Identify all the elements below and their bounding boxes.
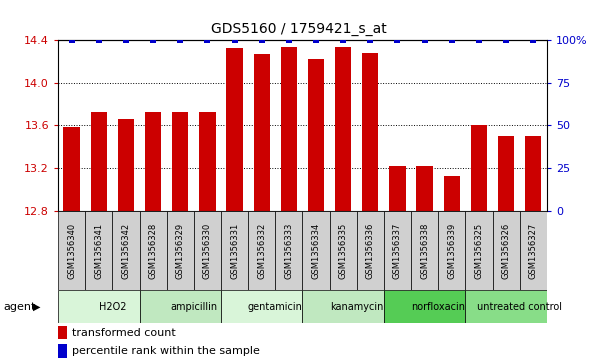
Text: ampicillin: ampicillin	[170, 302, 218, 312]
Text: GSM1356341: GSM1356341	[94, 223, 103, 278]
Bar	[221, 290, 302, 323]
Bar	[466, 290, 547, 323]
Bar	[139, 290, 221, 323]
Bar	[280, 48, 297, 211]
Text: GSM1356337: GSM1356337	[393, 222, 402, 279]
Bar	[438, 211, 466, 290]
Bar	[254, 54, 270, 211]
Text: transformed count: transformed count	[71, 327, 175, 338]
Bar	[525, 136, 541, 211]
Text: percentile rank within the sample: percentile rank within the sample	[71, 346, 260, 356]
Bar	[466, 211, 492, 290]
Bar	[112, 211, 139, 290]
Text: GSM1356338: GSM1356338	[420, 222, 429, 279]
Bar	[335, 48, 351, 211]
Text: GSM1356329: GSM1356329	[176, 223, 185, 278]
Bar	[199, 113, 216, 211]
Bar	[90, 113, 107, 211]
Bar	[85, 211, 112, 290]
Text: GSM1356328: GSM1356328	[148, 223, 158, 278]
Text: GDS5160 / 1759421_s_at: GDS5160 / 1759421_s_at	[211, 22, 387, 36]
Bar	[417, 166, 433, 211]
Bar	[145, 113, 161, 211]
Bar	[118, 119, 134, 211]
Text: ▶: ▶	[33, 302, 40, 312]
Bar	[248, 211, 276, 290]
Text: GSM1356342: GSM1356342	[122, 223, 130, 278]
Bar	[276, 211, 302, 290]
Bar	[302, 290, 384, 323]
Bar	[308, 59, 324, 211]
Text: untreated control: untreated control	[477, 302, 562, 312]
Bar	[58, 290, 139, 323]
Text: GSM1356333: GSM1356333	[284, 222, 293, 279]
Text: GSM1356327: GSM1356327	[529, 223, 538, 278]
Bar	[362, 53, 378, 211]
Bar	[444, 176, 460, 211]
Text: GSM1356340: GSM1356340	[67, 223, 76, 278]
Bar	[64, 127, 80, 211]
Text: H2O2: H2O2	[98, 302, 126, 312]
Bar	[384, 211, 411, 290]
Bar	[389, 166, 406, 211]
Bar	[471, 125, 487, 211]
Text: GSM1356330: GSM1356330	[203, 223, 212, 278]
Text: norfloxacin: norfloxacin	[411, 302, 465, 312]
Bar	[139, 211, 167, 290]
Text: GSM1356334: GSM1356334	[312, 223, 321, 278]
Bar	[329, 211, 357, 290]
Bar	[498, 136, 514, 211]
Bar	[58, 211, 85, 290]
Text: GSM1356339: GSM1356339	[447, 223, 456, 278]
Bar	[357, 211, 384, 290]
Bar	[520, 211, 547, 290]
Bar	[58, 344, 67, 358]
Text: GSM1356332: GSM1356332	[257, 223, 266, 278]
Text: gentamicin: gentamicin	[248, 302, 302, 312]
Text: kanamycin: kanamycin	[330, 302, 384, 312]
Text: GSM1356326: GSM1356326	[502, 223, 511, 278]
Text: GSM1356325: GSM1356325	[475, 223, 483, 278]
Bar	[194, 211, 221, 290]
Bar	[227, 49, 243, 211]
Text: GSM1356335: GSM1356335	[338, 223, 348, 278]
Bar	[411, 211, 438, 290]
Bar	[172, 113, 188, 211]
Bar	[221, 211, 248, 290]
Bar	[492, 211, 520, 290]
Text: GSM1356336: GSM1356336	[366, 222, 375, 279]
Bar	[302, 211, 329, 290]
Bar	[167, 211, 194, 290]
Text: GSM1356331: GSM1356331	[230, 223, 239, 278]
Bar	[384, 290, 466, 323]
Text: agent: agent	[3, 302, 35, 312]
Bar	[58, 326, 67, 339]
